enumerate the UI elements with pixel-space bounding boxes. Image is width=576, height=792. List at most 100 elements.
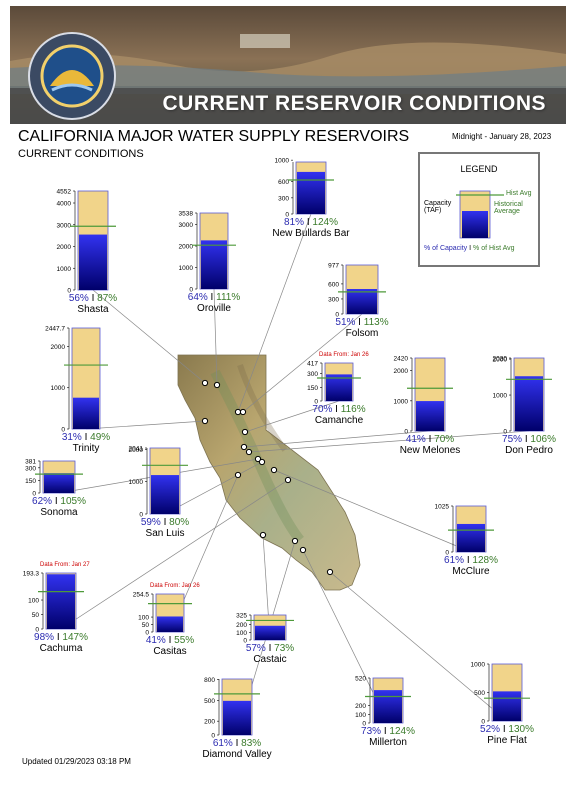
pct-separator: I (500, 724, 509, 735)
y-tick-label: 300 (328, 296, 339, 303)
y-tick-label: 0 (445, 550, 449, 557)
y-tick-label: 2000 (57, 244, 72, 251)
legend: LEGEND Capacity (TAF) Hist Avg Historica… (418, 152, 540, 267)
pct-separator: I (207, 292, 217, 303)
data-from-note: Data From: Jan 26 (319, 352, 369, 358)
storage-bar (44, 473, 74, 493)
pct-hist-avg: 111% (216, 292, 241, 303)
y-tick-label: 200 (355, 703, 366, 710)
reservoir-location-new-bullards-bar (234, 408, 242, 416)
y-tick-label: 0 (362, 721, 366, 728)
reservoir-location-don-pedro (245, 448, 253, 456)
legend-capacity-label: Capacity (TAF) (424, 200, 452, 214)
reservoir-bar-svg-mcclure: 1025 0 (435, 504, 494, 557)
reservoir-name: Pine Flat (487, 735, 527, 746)
y-tick-label: 300 (25, 465, 36, 472)
reservoir-name: Shasta (77, 304, 109, 315)
y-tick-label: 2041 (129, 446, 144, 453)
y-tick-label: 0 (335, 312, 339, 319)
legend-pct-capacity-label: % of Capacity (424, 245, 468, 252)
y-tick-label: 1000 (179, 265, 194, 272)
y-tick-label: 2420 (394, 356, 409, 363)
pct-separator: I (52, 496, 61, 507)
reservoir-percentages: 73% I 124% (348, 726, 428, 737)
y-tick-label: 381 (25, 459, 36, 466)
y-tick-label: 100 (355, 712, 366, 719)
pct-separator: I (54, 632, 63, 643)
y-tick-label: 0 (32, 491, 36, 498)
leader-line-trinity (85, 420, 206, 430)
reservoir-percentages: 70% I 116% (299, 404, 379, 415)
legend-pct-hist-label: % of Hist Avg (473, 245, 515, 252)
reservoir-chart-diamond-valley: 800 500 200 0 (182, 673, 272, 741)
reservoir-name: Casitas (153, 646, 187, 657)
y-tick-label: 50 (32, 612, 40, 619)
leader-line-new-melones (243, 430, 431, 448)
reservoir-name: Oroville (197, 303, 231, 314)
reservoir-chart-new-melones: 2420 2000 1000 0 (375, 352, 465, 437)
reservoir-chart-shasta: 4552 4000 3000 2000 1000 0 (38, 185, 128, 296)
reservoir-percentages: 57% I 73% (230, 643, 310, 654)
reservoir-location-casitas (234, 471, 242, 479)
pct-separator: I (332, 404, 341, 415)
pct-hist-avg: 80% (169, 517, 190, 528)
pct-capacity: 61% (212, 738, 233, 749)
reservoir-chart-pine-flat: 1000 500 0 (452, 658, 542, 727)
leader-line-folsom (242, 313, 363, 413)
reservoir-location-diamond-valley (291, 537, 299, 545)
reservoir-chart-trinity: 2447.7 2000 1000 0 (32, 322, 120, 435)
pct-separator: I (464, 555, 473, 566)
legend-separator: I (469, 245, 472, 252)
page-title: CALIFORNIA MAJOR WATER SUPPLY RESERVOIRS (18, 128, 410, 145)
y-tick-label: 2000 (129, 447, 144, 454)
reservoir-percentages: 31% I 49% (46, 432, 126, 443)
reservoir-location-trinity (201, 417, 209, 425)
y-tick-label: 2000 (51, 344, 66, 351)
storage-bar (223, 700, 251, 735)
pct-separator: I (425, 434, 435, 445)
pct-hist-avg: 124% (312, 217, 338, 228)
reservoir-name: San Luis (145, 528, 185, 539)
legend-storage-swatch (462, 211, 488, 238)
reservoir-name: Cachuma (39, 643, 83, 654)
reservoir-bar-svg-trinity: 2447.7 2000 1000 0 (45, 326, 108, 434)
y-tick-label: 0 (61, 427, 65, 434)
reservoir-percentages: 41% I 70% (390, 434, 470, 445)
y-tick-label: 0 (404, 429, 408, 436)
y-tick-label: 0 (285, 212, 289, 219)
reservoir-bar-svg-cachuma: 193.3 100 50 0 (23, 571, 84, 634)
storage-bar (255, 625, 285, 640)
reservoir-percentages: 41% I 55% (130, 635, 210, 646)
storage-bar (493, 691, 521, 721)
pct-separator: I (304, 217, 313, 228)
pct-capacity: 75% (502, 434, 523, 445)
pct-separator: I (232, 738, 242, 749)
pct-capacity: 59% (140, 517, 161, 528)
y-tick-label: 3538 (179, 211, 194, 218)
reservoir-bar-svg-diamond-valley: 800 500 200 0 (204, 677, 260, 740)
reservoir-name: New Bullards Bar (272, 228, 350, 239)
reservoir-chart-mcclure: 1025 0 (416, 500, 506, 558)
leader-line-mcclure (273, 469, 472, 553)
leader-line-don-pedro (248, 430, 530, 453)
pct-separator: I (522, 434, 531, 445)
reservoir-percentages: 62% I 105% (19, 496, 99, 507)
pct-hist-avg: 116% (340, 404, 366, 415)
storage-bar (416, 401, 444, 431)
reservoir-name: New Melones (399, 445, 461, 456)
y-tick-label: 150 (307, 385, 318, 392)
storage-bar (151, 475, 179, 514)
y-tick-label: 0 (189, 287, 193, 294)
reservoir-bar-svg-pine-flat: 1000 500 0 (471, 662, 530, 726)
reservoir-bar-svg-millerton: 520 200 100 0 (355, 676, 411, 728)
reservoir-chart-sonoma: 381 300 150 0 (3, 455, 95, 499)
y-tick-label: 0 (211, 733, 215, 740)
y-tick-label: 977 (328, 263, 339, 270)
pct-hist-avg: 113% (363, 317, 389, 328)
storage-bar (157, 616, 183, 632)
pct-hist-avg: 130% (508, 724, 534, 735)
